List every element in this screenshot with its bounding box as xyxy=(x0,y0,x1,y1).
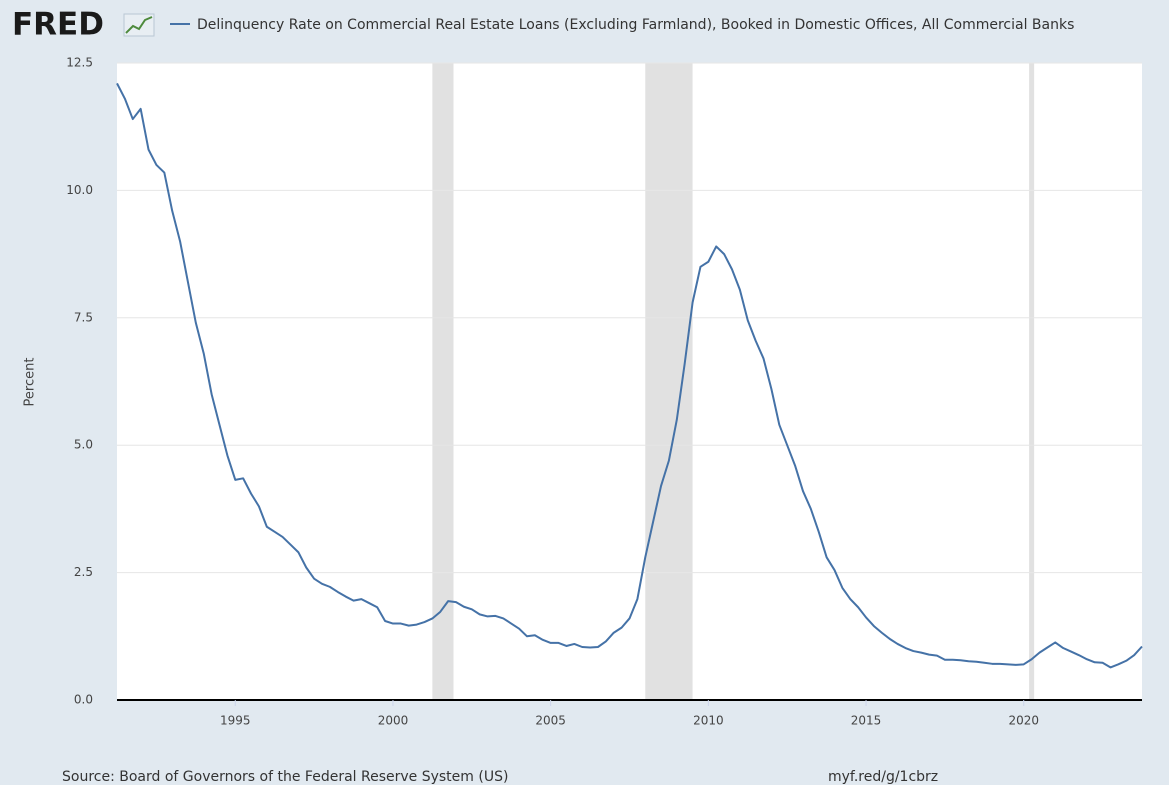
logo-icon xyxy=(123,13,155,37)
recession-band xyxy=(432,63,454,700)
short-url[interactable]: myf.red/g/1cbrz xyxy=(828,769,938,785)
recession-band xyxy=(645,63,693,700)
y-tick-label: 12.5 xyxy=(66,56,93,70)
series-line xyxy=(116,82,1143,669)
logo: FRED xyxy=(12,7,104,43)
x-tick-label: 2000 xyxy=(378,714,409,728)
y-tick-label: 0.0 xyxy=(74,693,93,707)
source: Source: Board of Governors of the Federa… xyxy=(62,769,508,785)
x-tick-label: 2015 xyxy=(851,714,882,728)
y-tick-label: 5.0 xyxy=(74,438,93,452)
y-tick-label: 2.5 xyxy=(74,565,93,579)
x-tick-label: 2005 xyxy=(535,714,566,728)
y-axis-label: Percent xyxy=(23,358,38,407)
y-tick-label: 10.0 xyxy=(66,183,93,197)
x-tick-label: 2020 xyxy=(1008,714,1039,728)
legend-label: Delinquency Rate on Commercial Real Esta… xyxy=(197,17,1074,33)
x-tick-label: 1995 xyxy=(220,714,251,728)
plot-area xyxy=(117,63,1142,700)
recession-band xyxy=(1029,63,1035,700)
y-tick-label: 7.5 xyxy=(74,310,93,324)
x-tick-label: 2010 xyxy=(693,714,724,728)
